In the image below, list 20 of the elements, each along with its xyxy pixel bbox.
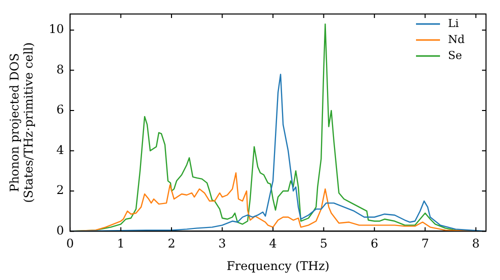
y-tick-label: 10 [48, 22, 64, 36]
x-tick-label: 5 [320, 236, 328, 251]
y-tick-label: 6 [56, 102, 64, 117]
y-tick-label: 2 [56, 183, 64, 198]
x-tick-label: 1 [116, 236, 125, 251]
legend-label: Se [448, 48, 462, 62]
x-tick-label: 2 [168, 236, 176, 251]
x-tick-label: 8 [472, 236, 480, 251]
y-tick-label: 4 [56, 142, 64, 157]
x-tick-label: 7 [421, 236, 429, 251]
x-axis-title: Frequency (THz) [226, 258, 330, 273]
x-tick-label: 0 [66, 236, 74, 251]
y-tick-label: 8 [56, 62, 64, 76]
legend-label: Li [448, 16, 460, 30]
legend-label: Nd [448, 32, 465, 46]
y-tick-label: 0 [56, 223, 64, 238]
x-tick-label: 4 [269, 236, 278, 251]
x-tick-label: 3 [218, 236, 226, 251]
y-axis-title: Phonon projected DOS (States/THz·primitive cell) [7, 42, 36, 203]
x-tick-label: 6 [370, 236, 378, 251]
